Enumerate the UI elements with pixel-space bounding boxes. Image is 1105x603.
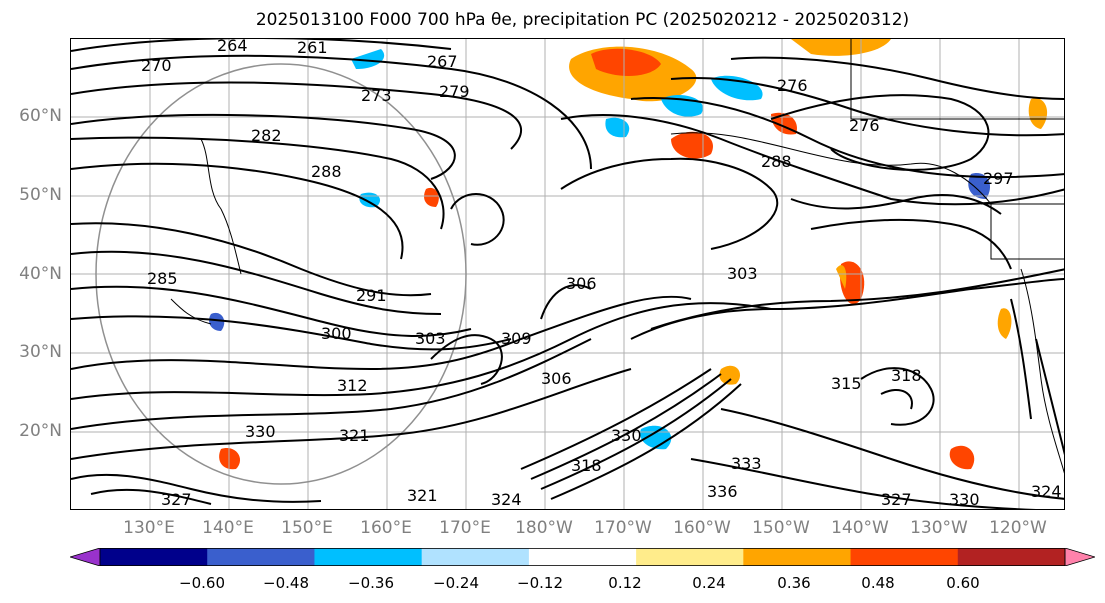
- lat-label: 50°N: [19, 185, 62, 205]
- colorbar-segment: [100, 548, 208, 566]
- colorbar-tick-label: −0.12: [517, 574, 563, 592]
- colorbar-segment: [207, 548, 315, 566]
- contour-label: 303: [727, 264, 758, 283]
- colorbar-tick-label: 0.36: [777, 574, 811, 592]
- range-ring: [95, 63, 467, 485]
- colorbar-tick-label: −0.48: [263, 574, 309, 592]
- lon-label: 160°W: [673, 518, 731, 538]
- contour-label: 312: [337, 376, 368, 395]
- colorbar-segment: [850, 548, 959, 566]
- contour-label: 324: [1031, 482, 1062, 501]
- lon-label: 150°E: [281, 518, 333, 538]
- map-panel: 264 261 270 267 273 279 276 282 288 276 …: [70, 38, 1065, 510]
- contour-label: 297: [983, 169, 1014, 188]
- contour-label: 264: [217, 39, 248, 55]
- contour-label: 333: [731, 454, 762, 473]
- theta-e-contours: [71, 39, 1064, 509]
- contour-labels: 264 261 270 267 273 279 276 282 288 276 …: [141, 39, 1062, 509]
- lon-label: 150°W: [752, 518, 810, 538]
- colorbar-segment: [528, 548, 637, 566]
- contour-label: 303: [415, 329, 446, 348]
- lon-label: 160°E: [360, 518, 412, 538]
- contour-label: 306: [566, 274, 597, 293]
- colorbar-tick-label: 0.12: [608, 574, 642, 592]
- contour-label: 327: [881, 490, 912, 509]
- contour-label: 336: [707, 482, 738, 501]
- contour-label: 285: [147, 269, 178, 288]
- contour-label: 327: [161, 490, 192, 509]
- map-canvas: 264 261 270 267 273 279 276 282 288 276 …: [71, 39, 1064, 509]
- contour-label: 288: [311, 162, 342, 181]
- colorbar-extend-low: [70, 548, 101, 566]
- contour-label: 282: [251, 126, 282, 145]
- graticule: [71, 39, 1064, 509]
- map-title: 2025013100 F000 700 hPa θe, precipitatio…: [255, 10, 910, 30]
- contour-label: 291: [356, 286, 387, 305]
- contour-label: 324: [491, 490, 522, 509]
- lon-label: 140°W: [831, 518, 889, 538]
- colorbar-segment: [314, 548, 423, 566]
- colorbar: [70, 548, 1095, 566]
- contour-label: 273: [361, 86, 392, 105]
- lat-label: 30°N: [19, 342, 62, 362]
- lat-label: 20°N: [19, 421, 62, 441]
- lon-label: 170°W: [594, 518, 652, 538]
- contour-label: 267: [427, 52, 458, 71]
- contour-label: 309: [501, 329, 532, 348]
- colorbar-tick-label: 0.24: [692, 574, 726, 592]
- contour-label: 318: [571, 456, 602, 475]
- contour-label: 321: [339, 426, 370, 445]
- lon-label: 170°E: [439, 518, 491, 538]
- contour-label: 318: [891, 366, 922, 385]
- colorbar-tick-label: −0.60: [179, 574, 225, 592]
- lat-label: 60°N: [19, 106, 62, 126]
- lon-label: 130°E: [123, 518, 175, 538]
- colorbar-segment: [957, 548, 1066, 566]
- lon-label: 120°W: [989, 518, 1047, 538]
- contour-label: 321: [407, 486, 438, 505]
- colorbar-tick-label: −0.36: [348, 574, 394, 592]
- colorbar-tick-label: 0.60: [946, 574, 980, 592]
- precip-anomaly-shading: [209, 39, 1048, 470]
- colorbar-outline: [99, 548, 1066, 566]
- contour-label: 330: [949, 490, 980, 509]
- contour-label: 300: [321, 324, 352, 343]
- contour-label: 276: [849, 116, 880, 135]
- colorbar-extend-high: [1064, 548, 1095, 566]
- contour-label: 288: [761, 152, 792, 171]
- contour-label: 330: [611, 426, 642, 445]
- colorbar-tick-label: −0.24: [433, 574, 479, 592]
- lon-label: 130°W: [910, 518, 968, 538]
- colorbar-segment: [636, 548, 744, 566]
- colorbar-tick-label: 0.48: [861, 574, 895, 592]
- contour-label: 315: [831, 374, 862, 393]
- lon-label: 140°E: [202, 518, 254, 538]
- colorbar-segment: [743, 548, 852, 566]
- contour-label: 270: [141, 56, 172, 75]
- contour-label: 261: [297, 39, 328, 57]
- coastlines: [170, 39, 1064, 474]
- contour-label: 279: [439, 82, 470, 101]
- lon-label: 180°W: [515, 518, 573, 538]
- contour-label: 276: [777, 76, 808, 95]
- lat-label: 40°N: [19, 264, 62, 284]
- contour-label: 306: [541, 369, 572, 388]
- colorbar-segment: [421, 548, 530, 566]
- contour-label: 330: [245, 422, 276, 441]
